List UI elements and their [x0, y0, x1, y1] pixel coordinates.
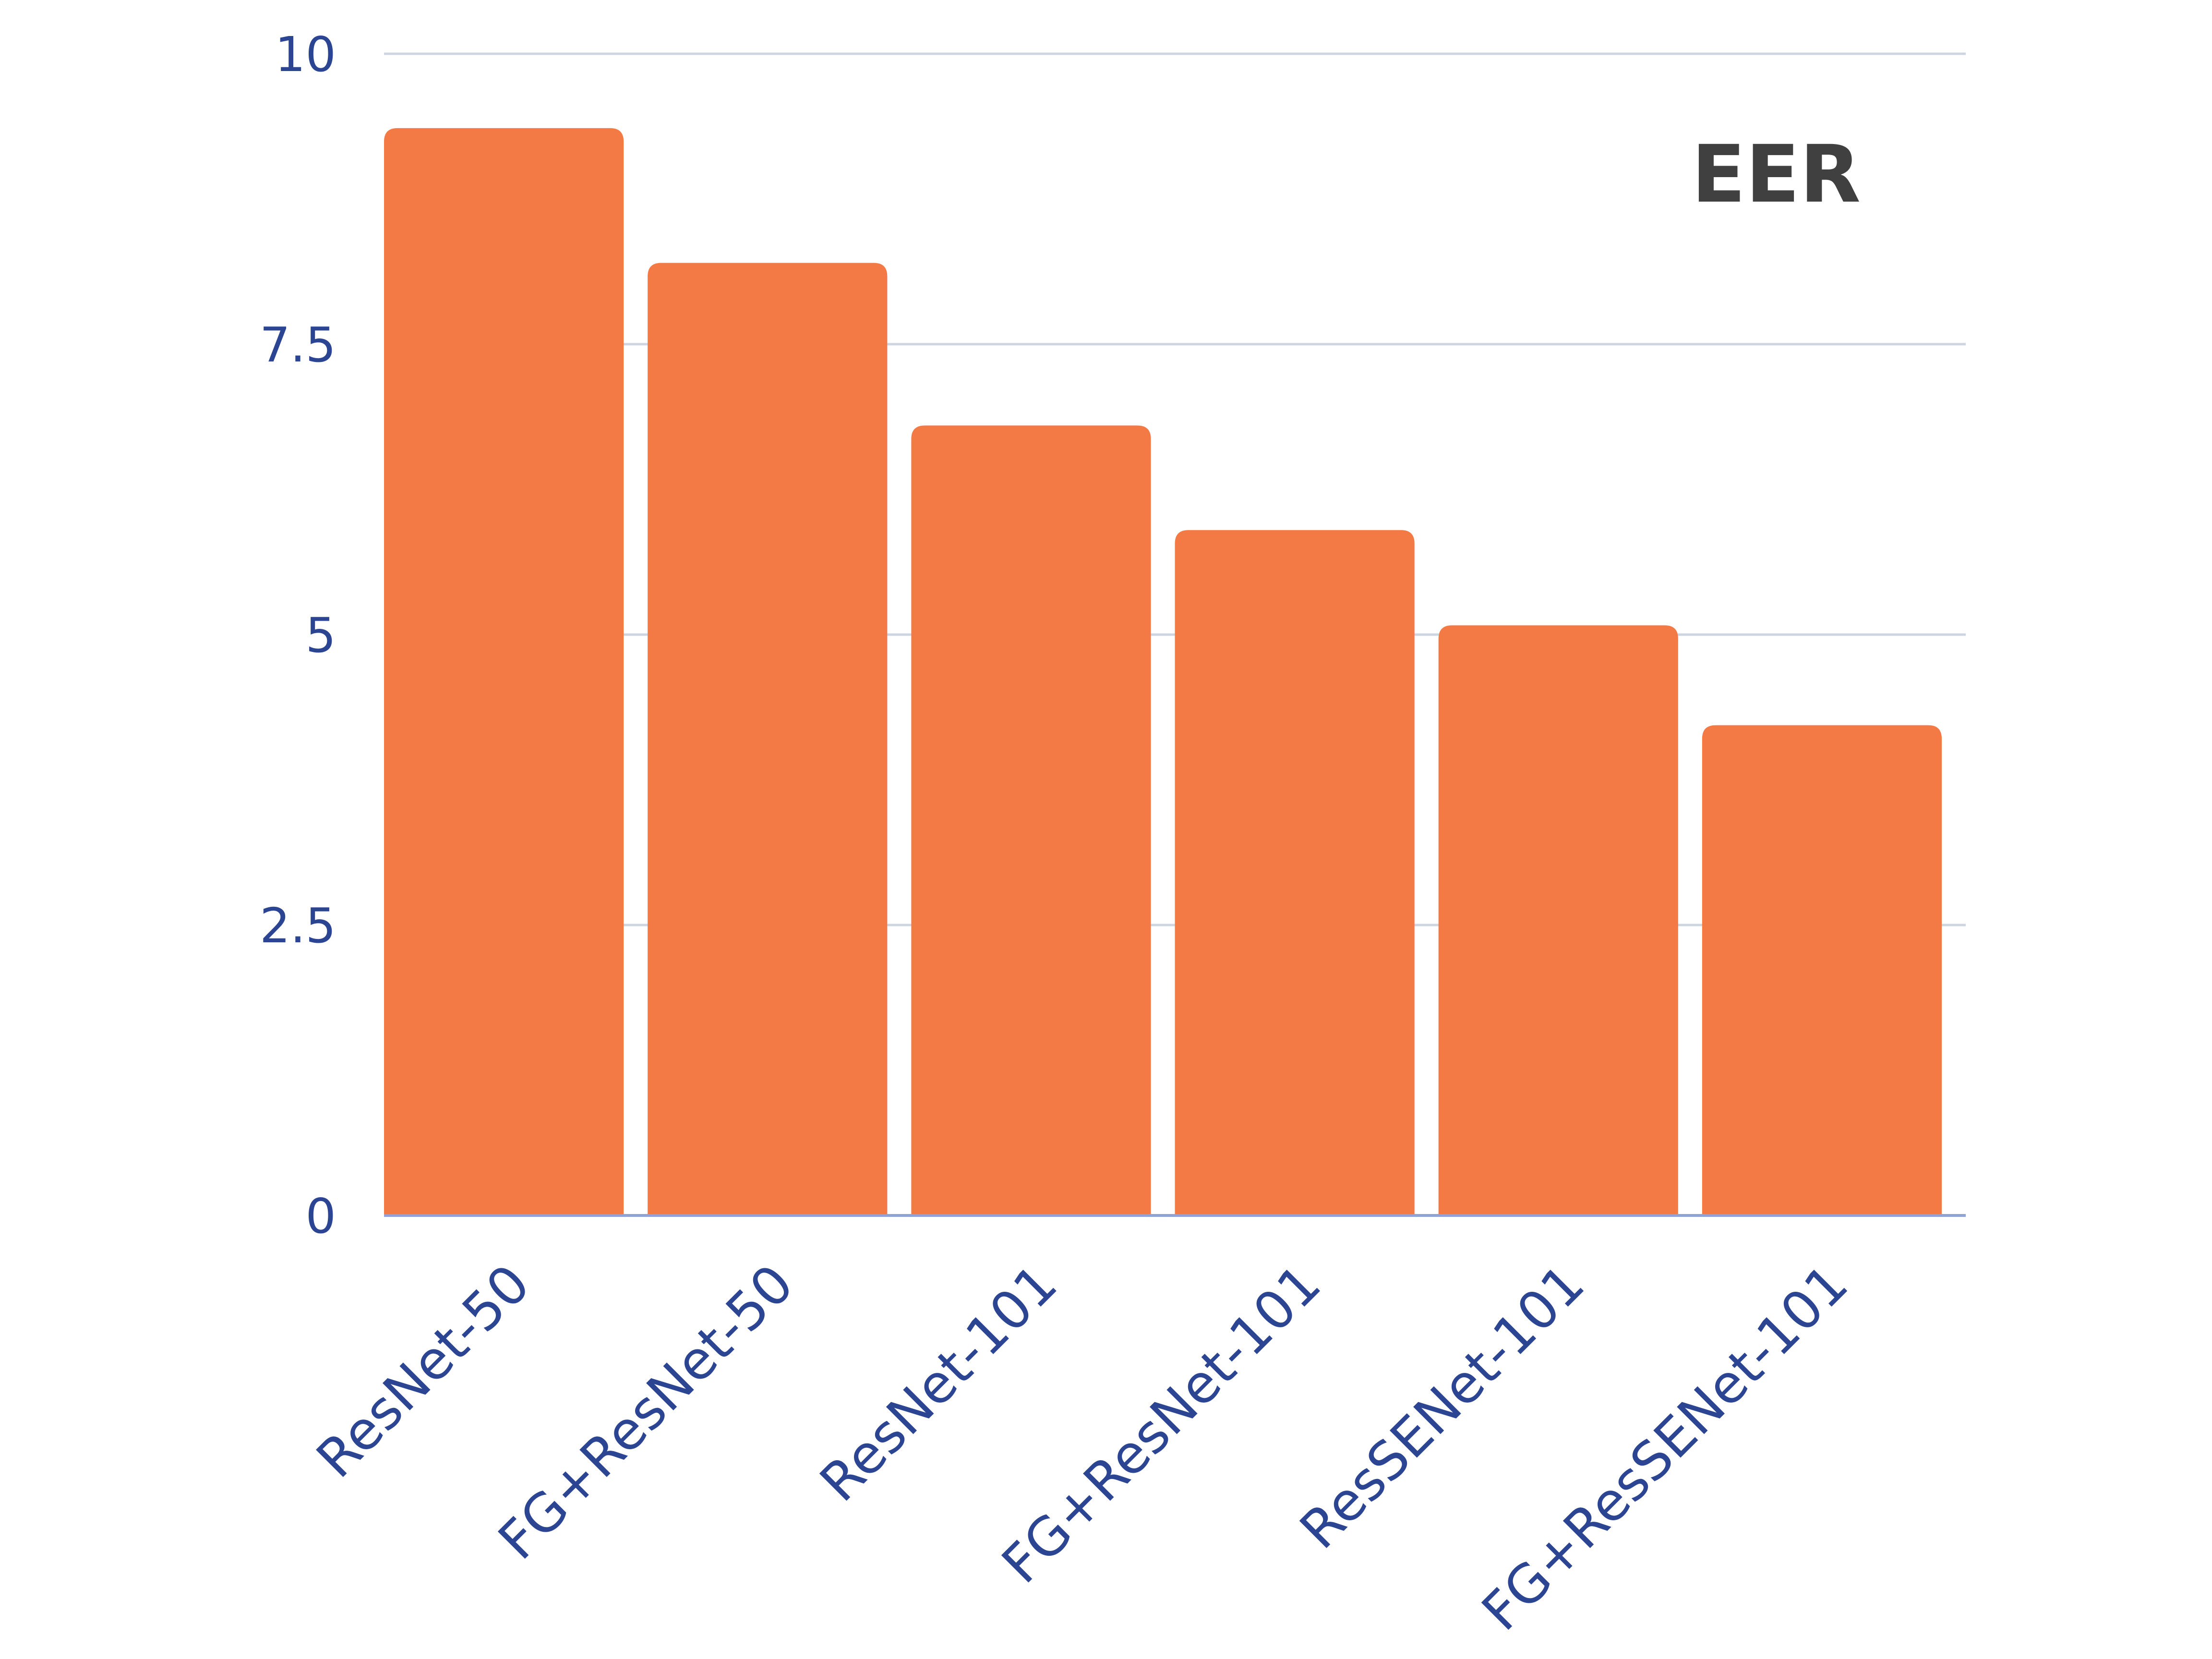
- y-tick-label: 7.5: [260, 317, 336, 373]
- bar: [384, 128, 624, 1216]
- x-tick-label: ResNet-101: [808, 1253, 1069, 1514]
- y-tick-label: 10: [275, 26, 336, 83]
- y-tick-label: 2.5: [260, 898, 336, 954]
- bar: [1438, 625, 1678, 1215]
- y-tick-labels: 0 2.5 5 7.5 10: [260, 26, 336, 1244]
- bar: [1175, 530, 1415, 1215]
- bar: [648, 263, 888, 1215]
- y-tick-label: 0: [305, 1188, 336, 1244]
- legend-series-name: EER: [1692, 128, 1861, 220]
- y-tick-label: 5: [305, 607, 336, 663]
- x-tick-label: ResNet-50: [305, 1253, 541, 1490]
- bars: [384, 128, 1942, 1216]
- bar: [911, 425, 1151, 1215]
- bar: [1702, 725, 1942, 1215]
- x-tick-label: ResSENet-101: [1288, 1253, 1596, 1561]
